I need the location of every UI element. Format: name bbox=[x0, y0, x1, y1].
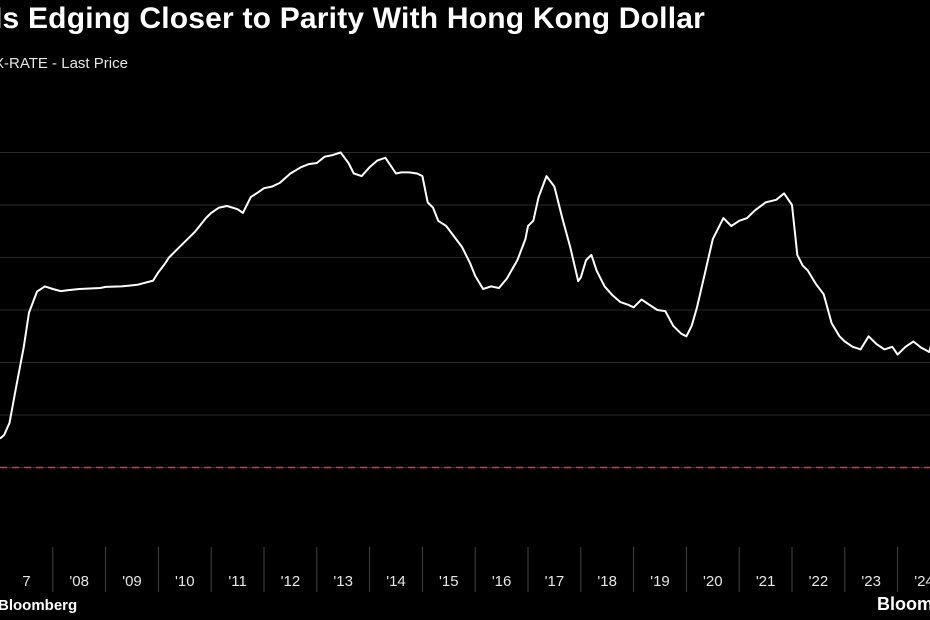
source-label: Bloomberg bbox=[0, 597, 78, 614]
series-line-x-rate bbox=[0, 151, 930, 440]
x-tick-label: '18 bbox=[597, 573, 617, 590]
x-tick-label: '12 bbox=[281, 573, 301, 590]
x-tick-label: '16 bbox=[492, 573, 512, 590]
x-tick-label: '23 bbox=[861, 573, 881, 590]
x-tick-label: '20 bbox=[703, 573, 723, 590]
x-tick-label: '10 bbox=[175, 573, 195, 590]
x-tick-label: '21 bbox=[756, 573, 776, 590]
x-tick-label: '08 bbox=[69, 573, 89, 590]
x-axis-ticks bbox=[52, 547, 899, 592]
x-tick-label: '14 bbox=[386, 573, 406, 590]
gridlines bbox=[0, 152, 930, 468]
x-tick-label: '22 bbox=[809, 573, 829, 590]
x-tick-label: '13 bbox=[333, 573, 353, 590]
brand-logo: Bloom bbox=[877, 594, 930, 614]
x-tick-label: '09 bbox=[122, 573, 142, 590]
x-tick-label: '11 bbox=[228, 573, 246, 590]
chart-title: Is Edging Closer to Parity With Hong Kon… bbox=[0, 2, 706, 35]
x-tick-label: 7 bbox=[22, 573, 30, 590]
x-tick-label: '17 bbox=[545, 573, 565, 590]
x-tick-label: '15 bbox=[439, 573, 459, 590]
x-tick-label: '24 bbox=[914, 573, 930, 590]
x-axis-labels: 7 '08 '09 '10 '11 '12 '13 '14 '15 '16 '17 '18 '19 '20… bbox=[22, 573, 930, 590]
x-tick-label: '19 bbox=[650, 573, 670, 590]
chart-subtitle: X-RATE - Last Price bbox=[0, 55, 128, 72]
